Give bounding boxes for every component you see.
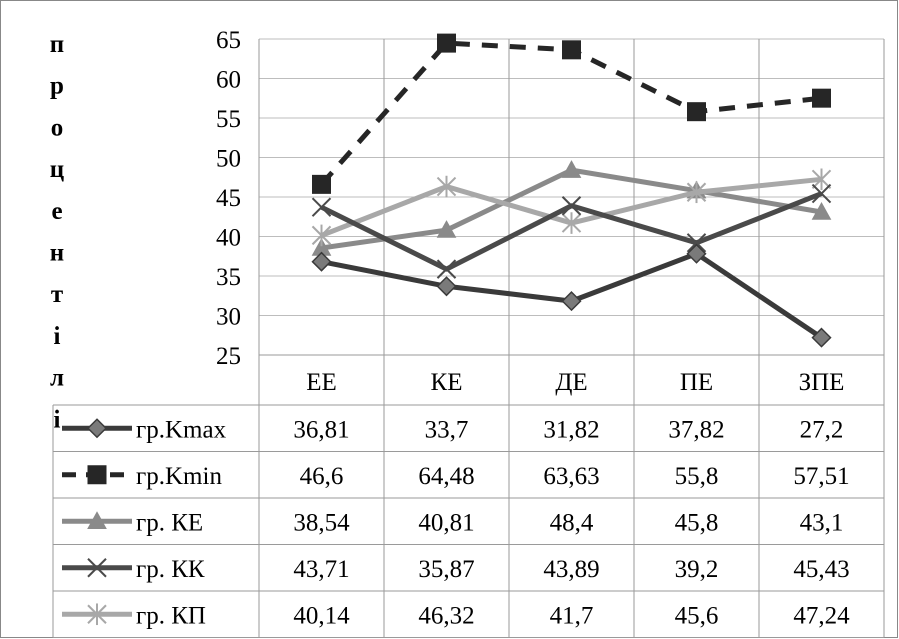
table-cell-value: 55,8	[675, 463, 719, 490]
table-cell-value: 41,7	[550, 602, 594, 629]
table-cell-value: 47,24	[793, 602, 850, 629]
table-cell-value: 45,8	[675, 509, 719, 536]
marker-stroke	[436, 259, 457, 279]
y-tick-label: 50	[216, 146, 241, 173]
table-cell-value: 57,51	[793, 463, 849, 490]
y-axis-title-letter: л	[50, 365, 64, 392]
legend-key-marker	[87, 511, 107, 529]
table-cell-value: 43,89	[543, 556, 599, 583]
data-point	[561, 291, 582, 312]
table-cell-value: 27,2	[800, 416, 844, 443]
marker-stroke	[811, 183, 832, 204]
y-axis-title-letter: і	[54, 323, 61, 350]
data-point	[811, 183, 832, 204]
y-tick-label: 60	[216, 67, 241, 94]
legend-label: гр.Kmin	[136, 463, 222, 490]
table-cell-value: 43,1	[800, 509, 844, 536]
data-point	[811, 201, 832, 220]
legend-label: гр.Kmax	[136, 416, 227, 443]
data-point	[687, 102, 706, 122]
table-cell-value: 33,7	[425, 416, 469, 443]
table-cell-value: 31,82	[543, 416, 599, 443]
table-cell-value: 45,6	[675, 602, 719, 629]
y-axis-title-letter: е	[51, 198, 62, 225]
data-point	[436, 259, 457, 279]
y-axis-title-letter: п	[50, 31, 64, 58]
table-cell-value: 40,14	[293, 602, 350, 629]
x-tick-label: ЗПЕ	[799, 369, 845, 396]
series-star	[311, 168, 832, 247]
y-axis-title-letter: т	[51, 281, 63, 308]
data-point	[312, 174, 331, 194]
y-tick-label: 30	[216, 304, 241, 331]
marker-stroke	[561, 196, 582, 216]
table-cell-value: 63,63	[543, 463, 599, 490]
table-cell-value: 37,82	[668, 416, 724, 443]
legend-key-marker	[87, 558, 107, 578]
marker-stroke	[686, 233, 707, 253]
table-cell-value: 48,4	[550, 509, 594, 536]
data-point	[437, 33, 456, 53]
table-cell-value: 46,6	[300, 463, 344, 490]
series-square	[312, 33, 831, 194]
y-tick-label: 25	[216, 343, 241, 370]
table-cell-value: 46,32	[418, 602, 474, 629]
data-point	[686, 233, 707, 253]
data-point	[561, 212, 582, 234]
legend-key-marker	[87, 603, 107, 626]
table-cell-value: 36,81	[293, 416, 349, 443]
marker-stroke	[311, 197, 332, 217]
table-cell-value: 45,43	[793, 556, 849, 583]
data-point	[812, 88, 831, 108]
data-point	[561, 160, 582, 178]
y-axis-ticks: 25 30 35 40 45 50 55 60 65	[216, 27, 241, 370]
y-tick-label: 40	[216, 225, 241, 252]
data-point	[436, 276, 457, 297]
data-point	[686, 243, 707, 264]
data-point	[811, 168, 832, 191]
table-cell-value: 35,87	[418, 556, 474, 583]
table-cell-value: 40,81	[418, 509, 474, 536]
data-point	[562, 40, 581, 60]
y-tick-label: 55	[216, 106, 241, 133]
x-tick-label: КЕ	[431, 369, 463, 396]
table-cell-value: 64,48	[418, 463, 474, 490]
x-tick-label: ПЕ	[680, 369, 713, 396]
legend-key-marker	[86, 418, 108, 439]
y-axis-title-letter: о	[51, 114, 64, 141]
y-tick-label: 35	[216, 264, 241, 291]
data-point	[311, 251, 332, 272]
data-point	[436, 175, 457, 198]
y-axis-title-letter: ц	[50, 156, 64, 183]
data-point	[311, 224, 332, 247]
y-axis-title-letter: н	[50, 240, 64, 267]
table-cell-value: 38,54	[293, 509, 350, 536]
data-table: ЕЕ КЕ ДЕ ПЕ ЗПЕ гр.Kmax 36,81 33,7 31,82 37,82 27,…	[62, 369, 850, 629]
data-point	[436, 220, 457, 238]
legend-label: гр. КП	[136, 602, 206, 629]
y-tick-label: 65	[216, 27, 241, 54]
series-x	[311, 183, 832, 279]
legend-label: гр. КЕ	[136, 509, 203, 536]
data-point	[686, 181, 707, 204]
data-point	[811, 327, 832, 348]
plot-series	[311, 33, 832, 348]
marker-stroke	[87, 558, 107, 578]
data-point	[561, 196, 582, 216]
x-tick-label: ДЕ	[555, 369, 587, 396]
table-cell-value: 39,2	[675, 556, 719, 583]
table-cell-value: 43,71	[293, 556, 349, 583]
y-axis-title-letter: і	[54, 406, 61, 433]
y-tick-label: 45	[216, 185, 241, 212]
legend-key-marker	[87, 465, 107, 485]
x-tick-label: ЕЕ	[306, 369, 337, 396]
legend-label: гр. КК	[136, 556, 205, 583]
series-diamond	[311, 243, 832, 348]
gridlines	[52, 38, 885, 638]
data-point	[311, 197, 332, 217]
y-axis-title-letter: р	[50, 73, 64, 100]
